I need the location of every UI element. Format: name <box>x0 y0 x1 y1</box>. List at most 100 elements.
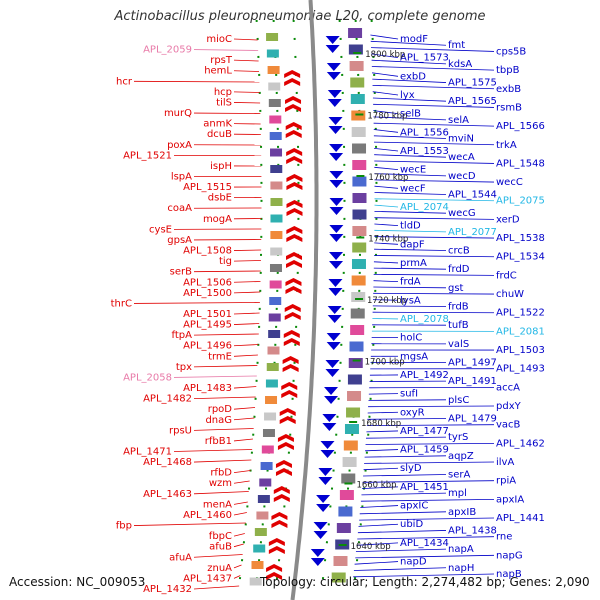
gene-label-right[interactable]: APL_1573 <box>400 53 449 64</box>
gene-label-right[interactable]: apxIB <box>448 507 476 518</box>
gene-label-left[interactable]: APL_1432 <box>143 584 192 595</box>
gene-label-right[interactable]: apxIC <box>400 501 428 512</box>
gene-label-left[interactable]: rpsU <box>169 425 192 436</box>
gene-label-left[interactable]: murQ <box>164 108 192 119</box>
gene-label-right[interactable]: APL_2075 <box>496 196 545 207</box>
gene-label-left[interactable]: ispH <box>210 161 232 172</box>
gene-label-left[interactable]: cysE <box>149 224 172 235</box>
gene-label-right[interactable]: APL_1493 <box>496 364 545 375</box>
gene-label-right[interactable]: sufI <box>400 389 418 400</box>
gene-label-left[interactable]: mogA <box>203 214 232 225</box>
gene-label-left[interactable]: APL_1515 <box>183 182 232 193</box>
gene-label-right[interactable]: chuW <box>496 289 524 300</box>
gene-label-right[interactable]: valS <box>448 339 469 350</box>
gene-label-left[interactable]: wzm <box>209 478 232 489</box>
gene-label-left[interactable]: APL_1463 <box>143 489 192 500</box>
gene-label-right[interactable]: APL_2078 <box>400 314 449 325</box>
gene-label-right[interactable]: wecE <box>400 165 426 176</box>
gene-label-left[interactable]: dnaG <box>205 415 232 426</box>
gene-label-right[interactable]: selB <box>400 109 421 120</box>
gene-label-left[interactable]: APL_1496 <box>183 341 232 352</box>
gene-label-right[interactable]: APL_1441 <box>496 513 545 524</box>
gene-label-right[interactable]: wecC <box>496 177 523 188</box>
gene-label-left[interactable]: gpsA <box>167 235 192 246</box>
gene-label-right[interactable]: APL_1522 <box>496 308 545 319</box>
gene-label-left[interactable]: rfbB1 <box>205 436 232 447</box>
gene-label-right[interactable]: holC <box>400 333 422 344</box>
gene-label-right[interactable]: mpl <box>448 488 467 499</box>
gene-label-left[interactable]: tig <box>219 256 232 267</box>
gene-label-right[interactable]: APL_2074 <box>400 202 449 213</box>
gene-label-right[interactable]: exbD <box>400 71 426 82</box>
gene-label-right[interactable]: napA <box>448 544 474 555</box>
gene-label-right[interactable]: frdC <box>496 270 517 281</box>
gene-label-left[interactable]: APL_1501 <box>183 309 232 320</box>
gene-label-right[interactable]: APL_1491 <box>448 376 497 387</box>
gene-label-right[interactable]: APL_1556 <box>400 127 449 138</box>
gene-label-right[interactable]: APL_1565 <box>448 96 497 107</box>
gene-label-left[interactable]: trmE <box>208 351 232 362</box>
gene-label-left[interactable]: APL_1495 <box>183 320 232 331</box>
gene-label-right[interactable]: frdD <box>448 264 470 275</box>
gene-label-right[interactable]: lysA <box>400 295 421 306</box>
gene-label-left[interactable]: thrC <box>111 298 132 309</box>
gene-label-left[interactable]: afuB <box>209 542 232 553</box>
gene-label-left[interactable]: ftpA <box>172 330 193 341</box>
gene-label-right[interactable]: xerD <box>496 214 520 225</box>
gene-label-left[interactable]: poxA <box>167 140 192 151</box>
gene-label-right[interactable]: APL_1534 <box>496 252 545 263</box>
gene-label-right[interactable]: slyD <box>400 463 422 474</box>
gene-label-left[interactable]: APL_1468 <box>143 457 192 468</box>
gene-label-right[interactable]: APL_1459 <box>400 445 449 456</box>
gene-label-right[interactable]: APL_1538 <box>496 233 545 244</box>
gene-label-right[interactable]: wecG <box>448 208 476 219</box>
gene-label-left[interactable]: tpx <box>176 362 192 373</box>
gene-label-right[interactable]: prmA <box>400 258 427 269</box>
gene-label-right[interactable]: tyrS <box>448 432 468 443</box>
gene-label-right[interactable]: tufB <box>448 320 469 331</box>
gene-label-right[interactable]: wecD <box>448 171 476 182</box>
gene-label-right[interactable]: gst <box>448 283 464 294</box>
gene-label-right[interactable]: rpiA <box>496 476 516 487</box>
gene-label-right[interactable]: ubiD <box>400 519 423 530</box>
gene-label-left[interactable]: rpsT <box>210 55 233 66</box>
gene-label-right[interactable]: napD <box>400 557 427 568</box>
gene-label-left[interactable]: rfbD <box>210 468 232 479</box>
gene-label-right[interactable]: apxIA <box>496 494 524 505</box>
gene-label-left[interactable]: APL_1506 <box>183 277 232 288</box>
gene-label-left[interactable]: dsbE <box>208 193 232 204</box>
gene-label-right[interactable]: APL_1451 <box>400 482 449 493</box>
gene-label-right[interactable]: tldD <box>400 221 421 232</box>
gene-label-right[interactable]: dapF <box>400 239 425 250</box>
gene-label-left[interactable]: afuA <box>169 552 192 563</box>
gene-label-right[interactable]: ilvA <box>496 457 514 468</box>
gene-label-left[interactable]: APL_1508 <box>183 246 232 257</box>
gene-label-right[interactable]: rsmB <box>496 102 522 113</box>
gene-label-right[interactable]: napG <box>496 550 523 561</box>
gene-label-right[interactable]: APL_1434 <box>400 538 449 549</box>
gene-label-right[interactable]: fmt <box>448 40 465 51</box>
gene-label-left[interactable]: APL_1437 <box>183 573 232 584</box>
gene-label-right[interactable]: exbB <box>496 84 521 95</box>
gene-label-right[interactable]: accA <box>496 382 520 393</box>
gene-label-right[interactable]: aqpZ <box>448 451 474 462</box>
gene-label-left[interactable]: coaA <box>167 203 192 214</box>
gene-label-left[interactable]: fbpC <box>209 531 232 542</box>
gene-label-left[interactable]: serB <box>170 267 192 278</box>
gene-label-right[interactable]: lyx <box>400 90 415 101</box>
gene-label-right[interactable]: wecA <box>448 152 475 163</box>
gene-label-right[interactable]: APL_1438 <box>448 525 497 536</box>
gene-label-right[interactable]: APL_2081 <box>496 326 545 337</box>
gene-label-right[interactable]: crcB <box>448 246 470 257</box>
gene-label-right[interactable]: APL_1566 <box>496 121 545 132</box>
gene-label-right[interactable]: pdxY <box>496 401 522 412</box>
gene-label-right[interactable]: APL_1544 <box>448 190 497 201</box>
gene-label-right[interactable]: napH <box>448 563 474 574</box>
gene-label-right[interactable]: APL_1479 <box>448 413 497 424</box>
gene-label-left[interactable]: APL_2058 <box>123 372 172 383</box>
gene-label-right[interactable]: APL_1553 <box>400 146 449 157</box>
gene-label-right[interactable]: APL_2077 <box>448 227 497 238</box>
gene-label-left[interactable]: APL_1460 <box>183 510 232 521</box>
gene-label-left[interactable]: APL_1521 <box>123 150 172 161</box>
gene-label-right[interactable]: plsC <box>448 395 469 406</box>
